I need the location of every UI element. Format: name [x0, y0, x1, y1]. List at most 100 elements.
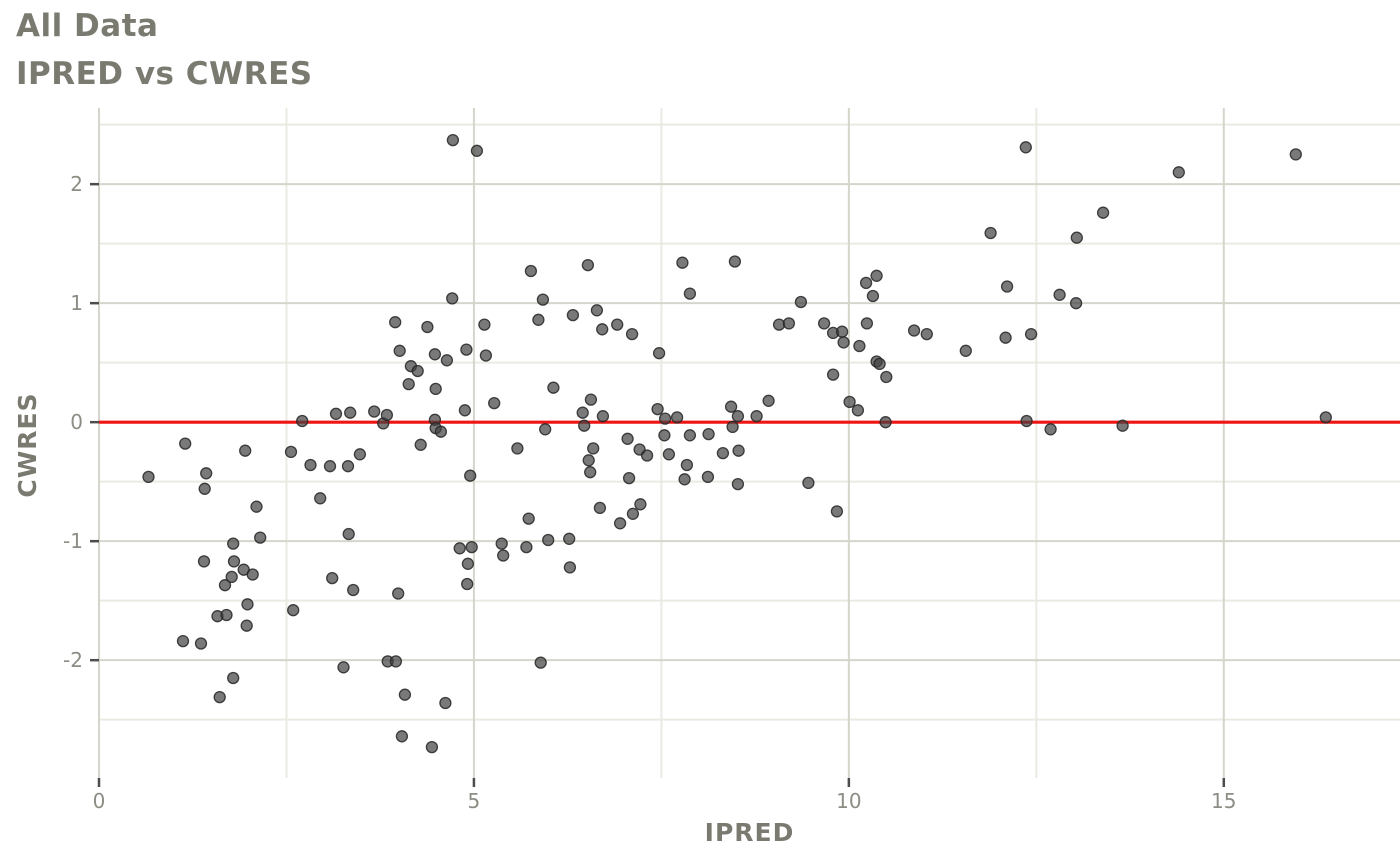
- y-axis-title: CWRES: [13, 392, 42, 498]
- data-point: [582, 454, 595, 467]
- data-point: [724, 400, 738, 413]
- data-point: [1172, 166, 1185, 179]
- x-axis-title: IPRED: [704, 818, 795, 847]
- grid-minor-group: [99, 108, 1400, 778]
- data-point: [225, 570, 238, 584]
- data-point: [460, 343, 473, 356]
- data-point: [1044, 423, 1057, 436]
- data-point: [563, 532, 576, 545]
- x-tick-label: 5: [468, 789, 481, 813]
- data-point: [907, 324, 921, 337]
- data-point: [563, 561, 577, 574]
- data-point: [429, 382, 442, 396]
- y-tick-label: 2: [70, 172, 83, 196]
- data-point: [683, 429, 697, 442]
- data-point: [329, 407, 343, 420]
- data-point: [393, 344, 406, 357]
- data-point: [239, 444, 252, 457]
- data-point: [576, 406, 589, 419]
- data-point: [683, 287, 697, 300]
- data-point: [534, 656, 547, 669]
- data-point: [596, 323, 609, 336]
- data-point: [241, 598, 254, 611]
- data-point: [1116, 419, 1129, 432]
- data-point: [246, 568, 259, 581]
- data-point: [676, 256, 689, 269]
- data-point: [835, 325, 849, 338]
- data-point: [323, 460, 337, 473]
- data-point: [213, 690, 226, 704]
- data-point: [658, 429, 671, 442]
- data-point: [1020, 414, 1033, 428]
- data-point: [859, 276, 873, 290]
- data-point: [542, 533, 555, 547]
- data-point: [539, 423, 552, 436]
- data-point: [250, 500, 263, 513]
- data-point: [670, 411, 684, 424]
- data-point: [817, 317, 831, 330]
- data-point: [1053, 288, 1066, 301]
- data-point: [511, 442, 524, 455]
- data-point: [197, 555, 211, 568]
- data-point: [411, 364, 424, 378]
- data-point: [959, 344, 972, 357]
- data-point: [337, 661, 350, 674]
- data-point: [652, 347, 666, 360]
- data-point: [198, 482, 211, 495]
- y-tick-label: 0: [70, 410, 83, 434]
- data-point: [421, 320, 434, 334]
- data-point: [678, 473, 691, 486]
- data-point: [344, 406, 357, 419]
- y-tick-label: 1: [70, 291, 83, 315]
- data-point: [621, 432, 634, 445]
- data-point: [218, 579, 232, 592]
- data-point: [227, 555, 241, 568]
- data-point: [680, 458, 694, 472]
- data-point: [584, 466, 597, 479]
- data-point: [458, 404, 472, 417]
- data-point: [446, 292, 459, 305]
- y-tick-label: -1: [63, 529, 83, 553]
- data-point: [414, 438, 427, 451]
- data-point: [547, 381, 560, 394]
- data-point: [590, 304, 604, 317]
- data-point: [870, 269, 883, 282]
- data-point: [368, 405, 381, 418]
- data-point: [453, 542, 466, 555]
- data-point: [446, 133, 460, 147]
- data-point: [461, 557, 475, 570]
- data-point: [879, 416, 892, 429]
- data-point: [658, 412, 672, 425]
- data-point: [782, 317, 796, 330]
- x-tick-label: 0: [93, 789, 106, 813]
- data-point: [402, 377, 415, 391]
- data-point: [593, 501, 607, 515]
- data-point: [830, 505, 844, 518]
- data-point: [341, 460, 355, 473]
- data-point: [440, 354, 454, 367]
- data-point: [524, 264, 538, 278]
- tick-marks-group: [90, 182, 1226, 787]
- data-point: [220, 608, 233, 622]
- data-point: [1096, 206, 1110, 219]
- data-point: [380, 408, 394, 422]
- data-point: [478, 318, 491, 331]
- data-point: [880, 370, 893, 384]
- data-point: [425, 740, 439, 754]
- data-point: [240, 619, 253, 632]
- data-point: [625, 327, 639, 341]
- data-point: [662, 448, 676, 461]
- data-point: [853, 339, 866, 353]
- data-point: [702, 427, 715, 441]
- data-point: [578, 419, 591, 432]
- data-point: [495, 537, 508, 550]
- data-point: [728, 255, 742, 268]
- data-point: [464, 469, 477, 482]
- data-point: [532, 313, 545, 326]
- data-point: [389, 316, 402, 329]
- data-point: [465, 540, 478, 554]
- data-point: [762, 394, 775, 407]
